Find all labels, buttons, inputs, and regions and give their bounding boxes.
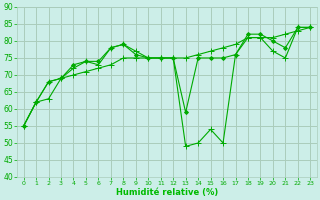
X-axis label: Humidité relative (%): Humidité relative (%) (116, 188, 218, 197)
